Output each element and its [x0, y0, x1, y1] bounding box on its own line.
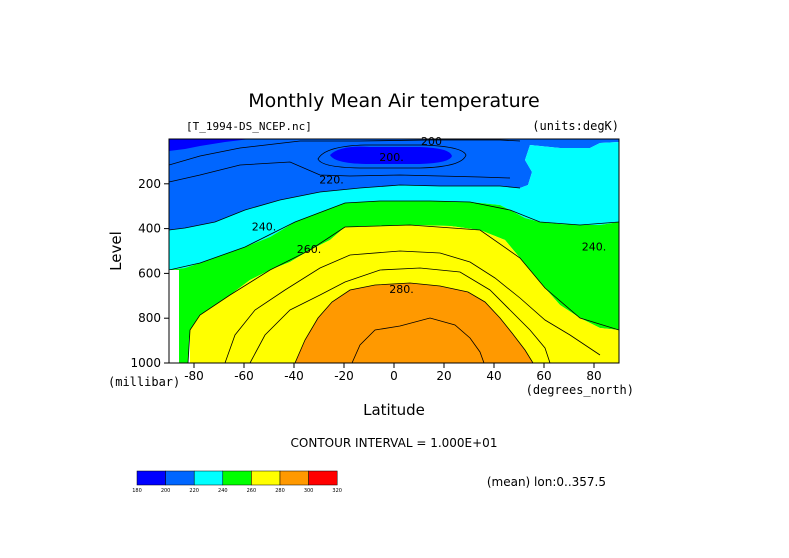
mean-note: (mean) lon:0..357.5 — [487, 475, 606, 489]
y-axis: 200 400 600 800 1000 — [130, 177, 169, 370]
colorbar-swatch — [193, 470, 224, 486]
colorbar-label: 280 — [275, 488, 285, 494]
colorbar-swatch — [136, 470, 166, 486]
y-axis-units: (millibar) — [108, 375, 180, 389]
x-axis: -80 -60 -40 -20 0 20 40 60 80 — [184, 363, 602, 383]
contour-line-280 — [294, 282, 534, 363]
contour-interval-text: CONTOUR INTERVAL = 1.000E+01 — [291, 436, 498, 450]
x-tick-label: -60 — [234, 369, 254, 383]
missing-data-area — [169, 270, 179, 363]
x-tick-label: -80 — [184, 369, 204, 383]
chart-title: Monthly Mean Air temperature — [248, 90, 539, 112]
colorbar-label: 220 — [189, 488, 199, 494]
contour-line-250 — [187, 224, 619, 363]
x-tick-label: 40 — [486, 369, 501, 383]
colorbar-swatch — [251, 470, 281, 486]
band-200-220 — [169, 139, 619, 230]
contour-label: 200. — [379, 151, 404, 164]
contour-line-210 — [169, 139, 521, 166]
colorbar-label: 200 — [161, 488, 171, 494]
contour-label: 240. — [582, 241, 607, 254]
x-tick-label: -20 — [334, 369, 354, 383]
plot-area — [169, 139, 619, 363]
contour-line-220 — [169, 161, 511, 183]
colorbar-label: 180 — [132, 488, 142, 494]
y-tick-label: 400 — [138, 222, 161, 236]
colorbar-label: 260 — [247, 488, 257, 494]
contour-label: 280. — [389, 283, 414, 296]
x-tick-label: 0 — [390, 369, 398, 383]
contour-line-270 — [249, 267, 551, 363]
colorbar-label: 300 — [304, 488, 314, 494]
x-axis-label: Latitude — [363, 401, 425, 419]
colorbar-swatch — [279, 470, 309, 486]
x-tick-label: 60 — [536, 369, 551, 383]
contour-line-260 — [224, 250, 601, 363]
contour-label: 220. — [319, 173, 344, 186]
contour-line-230 — [169, 184, 521, 231]
colorbar-swatch — [165, 470, 195, 486]
band-180-200 — [169, 139, 452, 164]
x-tick-label: 80 — [586, 369, 601, 383]
x-axis-units: (degrees_north) — [526, 383, 634, 397]
contour-line-200 — [317, 144, 467, 169]
band-240-260 — [169, 201, 619, 363]
contour-label: 200 — [421, 135, 442, 148]
colorbar: 180 200 220 240 260 280 300 320 — [132, 470, 342, 494]
y-tick-label: 800 — [138, 311, 161, 325]
colorbar-label: 240 — [218, 488, 228, 494]
contour-line-240 — [169, 200, 619, 271]
y-tick-label: 600 — [138, 266, 161, 280]
colorbar-label: 320 — [332, 488, 342, 494]
y-axis-label: Level — [107, 231, 125, 271]
contour-line-290 — [351, 317, 485, 363]
contour-label: 240. — [252, 220, 277, 233]
colorbar-swatch — [222, 470, 252, 486]
y-tick-label: 1000 — [130, 356, 161, 370]
units-label: (units:degK) — [532, 119, 619, 133]
contour-labels: 200. 220. 240. 260. 280. 240. 200 — [252, 135, 607, 296]
colorbar-swatch — [308, 470, 338, 486]
x-tick-label: -40 — [284, 369, 304, 383]
file-label: [T_1994-DS_NCEP.nc] — [186, 120, 312, 133]
x-tick-label: 20 — [436, 369, 451, 383]
y-tick-label: 200 — [138, 177, 161, 191]
contour-label: 260. — [297, 243, 322, 256]
